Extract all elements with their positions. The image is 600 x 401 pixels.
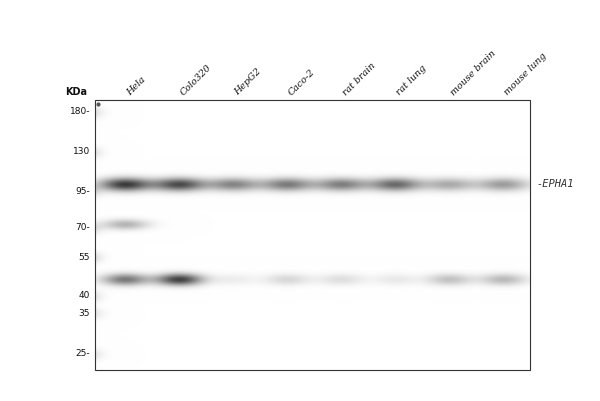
- Text: Caco-2: Caco-2: [287, 67, 317, 97]
- Text: 40: 40: [79, 292, 90, 300]
- Text: rat brain: rat brain: [341, 61, 377, 97]
- Text: 35: 35: [79, 308, 90, 318]
- Text: Hela: Hela: [125, 75, 147, 97]
- Text: rat lung: rat lung: [395, 63, 428, 97]
- Text: mouse brain: mouse brain: [449, 49, 497, 97]
- Text: 95-: 95-: [75, 186, 90, 196]
- Text: 180-: 180-: [70, 107, 90, 117]
- Text: 55: 55: [79, 253, 90, 261]
- Text: 25-: 25-: [76, 350, 90, 358]
- Text: 70-: 70-: [75, 223, 90, 233]
- Text: -EPHA1: -EPHA1: [536, 179, 574, 189]
- Text: HepG2: HepG2: [233, 67, 263, 97]
- Bar: [95, 100, 530, 370]
- Text: mouse lung: mouse lung: [503, 51, 549, 97]
- Text: KDa: KDa: [65, 87, 87, 97]
- Text: 130: 130: [73, 148, 90, 156]
- Text: Colo320: Colo320: [179, 63, 214, 97]
